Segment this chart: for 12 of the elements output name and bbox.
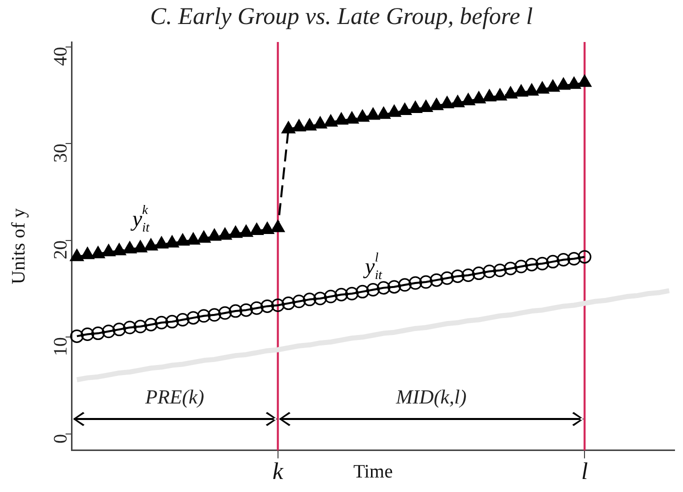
y-axis-title: Units of y [8,208,30,284]
y-tick-label: 10 [50,337,72,356]
chart-title: C. Early Group vs. Late Group, before l [149,4,534,31]
annotation: PRE(k) [144,386,204,408]
x-tick-label: k [272,459,284,486]
y-tick-label: 20 [50,240,72,260]
y-tick-label: 0 [50,434,72,444]
y-tick-label: 40 [50,46,72,66]
x-tick-label: l [581,459,588,486]
x-axis-title: Time [353,462,393,483]
annotation: MID(k,l) [394,386,467,408]
y-tick-label: 30 [50,144,72,163]
